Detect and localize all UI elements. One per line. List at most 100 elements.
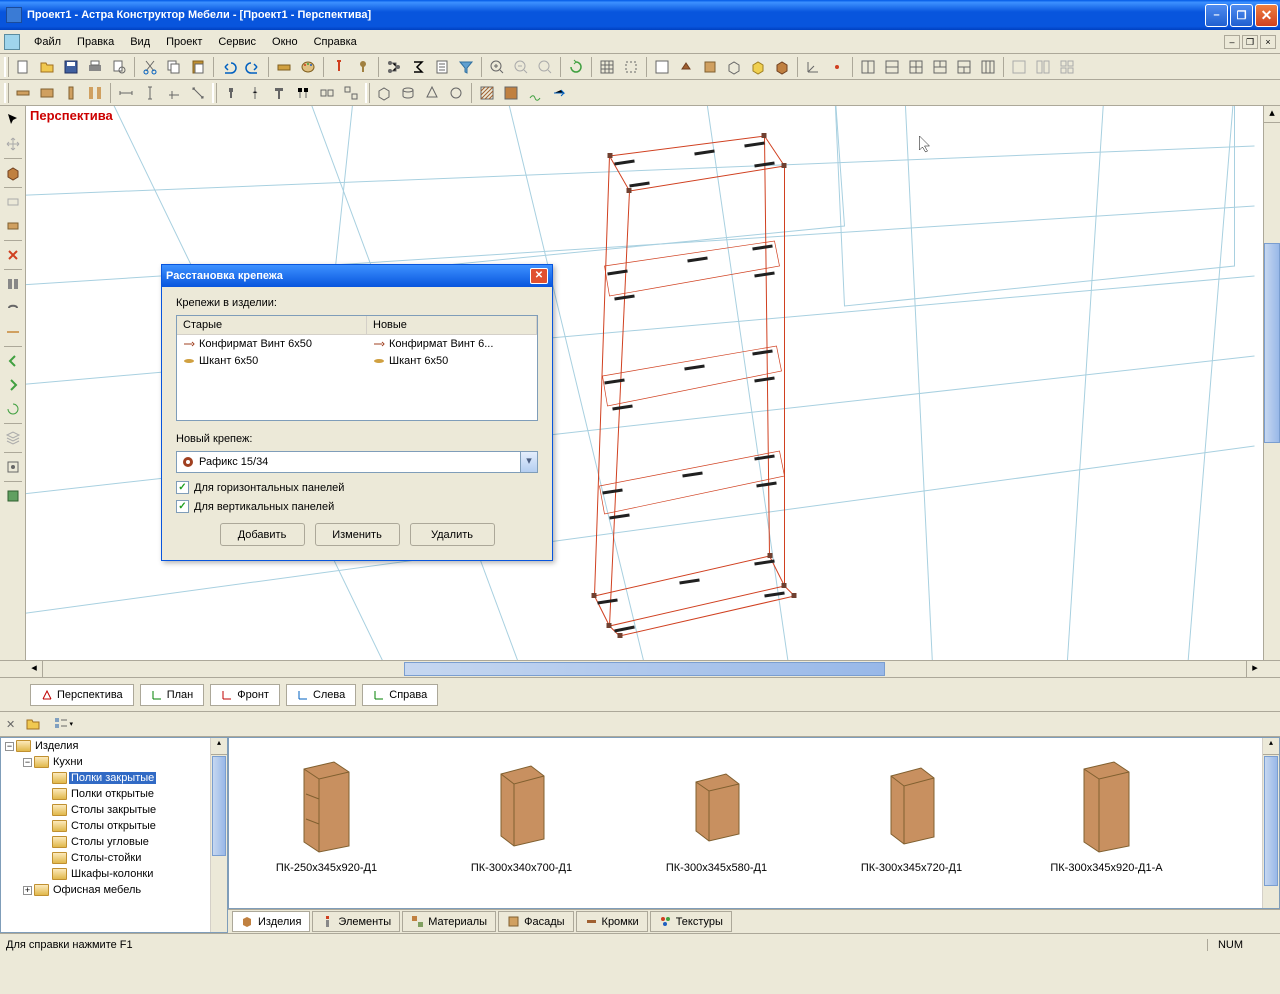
layout2-icon[interactable] xyxy=(1032,56,1054,78)
dialog-titlebar[interactable]: Расстановка крепежа ✕ xyxy=(162,265,552,287)
hatch1-icon[interactable] xyxy=(476,82,498,104)
drill2-icon[interactable] xyxy=(244,82,266,104)
mdi-minimize[interactable]: – xyxy=(1224,35,1240,49)
tree-item[interactable]: Полки открытые xyxy=(1,786,227,802)
move-icon[interactable] xyxy=(2,133,24,155)
tab-edges[interactable]: Кромки xyxy=(576,911,648,932)
dim2-icon[interactable] xyxy=(139,82,161,104)
tree-scrollbar[interactable]: ▴ xyxy=(210,738,227,932)
view2-icon[interactable] xyxy=(675,56,697,78)
tree-item[interactable]: Столы открытые xyxy=(1,818,227,834)
collapse-icon[interactable]: − xyxy=(23,758,32,767)
split1-icon[interactable] xyxy=(857,56,879,78)
axis-icon[interactable] xyxy=(802,56,824,78)
chevron-down-icon[interactable]: ▾ xyxy=(520,452,537,472)
tab-plan[interactable]: План xyxy=(140,684,205,706)
zoom-fit-icon[interactable] xyxy=(534,56,556,78)
menu-view[interactable]: Вид xyxy=(122,33,158,51)
view3-icon[interactable] xyxy=(699,56,721,78)
tree-item-kitchens[interactable]: −Кухни xyxy=(1,754,227,770)
tab-right[interactable]: Справа xyxy=(362,684,438,706)
toolbar-grip[interactable] xyxy=(4,57,9,77)
gallery-item[interactable]: ПК-300х345х920-Д1-А xyxy=(1029,754,1184,892)
menu-service[interactable]: Сервис xyxy=(210,33,264,51)
undo-icon[interactable] xyxy=(218,56,240,78)
collapse-icon[interactable]: − xyxy=(5,742,14,751)
select-icon[interactable] xyxy=(2,109,24,131)
dim1-icon[interactable] xyxy=(115,82,137,104)
delete-button[interactable]: Удалить xyxy=(410,523,495,546)
tree-item[interactable]: Столы закрытые xyxy=(1,802,227,818)
split5-icon[interactable] xyxy=(953,56,975,78)
shape4-icon[interactable] xyxy=(445,82,467,104)
tab-front[interactable]: Фронт xyxy=(210,684,280,706)
toolbar-grip[interactable] xyxy=(4,83,9,103)
view1-icon[interactable] xyxy=(651,56,673,78)
dim4-icon[interactable] xyxy=(187,82,209,104)
tree-item[interactable]: Полки закрытые xyxy=(1,770,227,786)
drill4-icon[interactable] xyxy=(292,82,314,104)
view4-icon[interactable] xyxy=(723,56,745,78)
minimize-button[interactable]: – xyxy=(1205,4,1228,27)
screw-icon[interactable] xyxy=(328,56,350,78)
panel3-icon[interactable] xyxy=(60,82,82,104)
arrow-left-icon[interactable] xyxy=(2,350,24,372)
hatch3-icon[interactable] xyxy=(524,82,546,104)
panel4-icon[interactable] xyxy=(84,82,106,104)
dialog-close-button[interactable]: ✕ xyxy=(530,268,548,284)
fastener-combo[interactable]: Рафикс 15/34 ▾ xyxy=(176,451,538,473)
open-icon[interactable] xyxy=(36,56,58,78)
hinge-icon[interactable] xyxy=(2,273,24,295)
horizontal-scrollbar[interactable]: ◂ ▸ xyxy=(0,660,1280,677)
tree-item[interactable]: Столы-стойки xyxy=(1,850,227,866)
palette-icon[interactable] xyxy=(297,56,319,78)
tab-perspective[interactable]: Перспектива xyxy=(30,684,134,706)
gallery-scrollbar[interactable]: ▴ xyxy=(1262,738,1279,908)
tab-elements[interactable]: Элементы xyxy=(312,911,400,932)
join2-icon[interactable] xyxy=(340,82,362,104)
point-icon[interactable] xyxy=(826,56,848,78)
gallery-item[interactable]: ПК-250х345х920-Д1 xyxy=(249,754,404,892)
rect-icon[interactable] xyxy=(2,191,24,213)
export-icon[interactable] xyxy=(2,485,24,507)
tree-item[interactable]: Столы угловые xyxy=(1,834,227,850)
panel1-icon[interactable] xyxy=(12,82,34,104)
hatch2-icon[interactable] xyxy=(500,82,522,104)
tree-item-root[interactable]: −Изделия xyxy=(1,738,227,754)
zoom-out-icon[interactable] xyxy=(510,56,532,78)
shape3-icon[interactable] xyxy=(421,82,443,104)
gallery-item[interactable]: ПК-300х340х700-Д1 xyxy=(444,754,599,892)
hole-icon[interactable] xyxy=(2,456,24,478)
browser-open-icon[interactable] xyxy=(22,713,44,735)
menu-window[interactable]: Окно xyxy=(264,33,306,51)
toolbar-grip[interactable] xyxy=(212,83,217,103)
zoom-in-icon[interactable] xyxy=(486,56,508,78)
toolbar-grip[interactable] xyxy=(365,83,370,103)
tab-facades[interactable]: Фасады xyxy=(498,911,573,932)
add-button[interactable]: Добавить xyxy=(220,523,305,546)
checkbox-horizontal[interactable]: ✓ xyxy=(176,481,189,494)
panel2-icon[interactable] xyxy=(36,82,58,104)
tab-products[interactable]: Изделия xyxy=(232,911,310,932)
expand-icon[interactable]: + xyxy=(23,886,32,895)
arrow-right-icon[interactable] xyxy=(2,374,24,396)
viewport[interactable]: Перспектива xyxy=(26,106,1263,660)
browser-view-icon[interactable]: ▾ xyxy=(52,713,74,735)
rotate-icon[interactable] xyxy=(565,56,587,78)
layout3-icon[interactable] xyxy=(1056,56,1078,78)
save-icon[interactable] xyxy=(60,56,82,78)
dim3-icon[interactable] xyxy=(163,82,185,104)
tree-item-office[interactable]: +Офисная мебель xyxy=(1,882,227,898)
split4-icon[interactable] xyxy=(929,56,951,78)
close-button[interactable]: ✕ xyxy=(1255,4,1278,27)
tab-left[interactable]: Слева xyxy=(286,684,356,706)
col-header-new[interactable]: Новые xyxy=(367,316,537,334)
view5-icon[interactable] xyxy=(747,56,769,78)
view6-icon[interactable] xyxy=(771,56,793,78)
paste-icon[interactable] xyxy=(187,56,209,78)
redo-icon[interactable] xyxy=(242,56,264,78)
edge-icon[interactable] xyxy=(2,215,24,237)
rotate-view-icon[interactable] xyxy=(2,398,24,420)
split3-icon[interactable] xyxy=(905,56,927,78)
mdi-restore[interactable]: ❐ xyxy=(1242,35,1258,49)
